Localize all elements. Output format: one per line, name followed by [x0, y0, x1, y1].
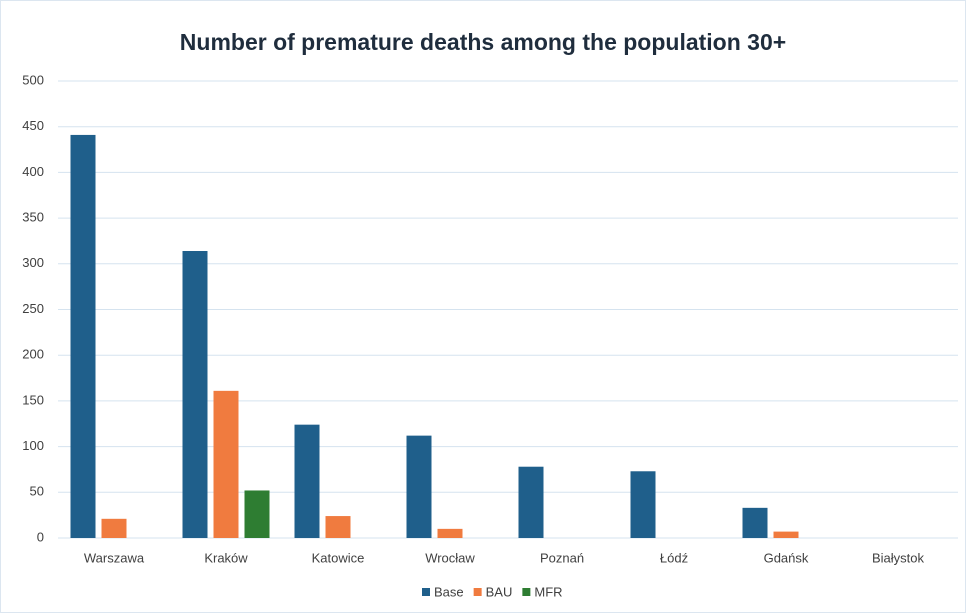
bar — [773, 531, 799, 538]
bar — [70, 134, 96, 538]
y-tick-label: 200 — [22, 347, 44, 362]
bar — [630, 471, 656, 538]
y-tick-label: 350 — [22, 210, 44, 225]
legend-label: Base — [434, 584, 464, 599]
bar — [213, 390, 239, 538]
x-tick-label: Wrocław — [425, 550, 475, 565]
bar — [437, 528, 463, 538]
y-tick-label: 450 — [22, 118, 44, 133]
bar — [101, 518, 127, 538]
x-tick-label: Kraków — [204, 550, 248, 565]
x-tick-label: Katowice — [312, 550, 365, 565]
legend-swatch — [422, 588, 430, 596]
x-tick-label: Białystok — [872, 550, 925, 565]
y-tick-label: 0 — [37, 529, 44, 544]
bar — [244, 490, 270, 538]
y-tick-label: 100 — [22, 438, 44, 453]
y-tick-label: 400 — [22, 164, 44, 179]
legend-label: MFR — [534, 584, 562, 599]
legend-swatch — [473, 588, 482, 596]
x-tick-label: Gdańsk — [764, 550, 809, 565]
bar — [518, 466, 544, 538]
chart-title: Number of premature deaths among the pop… — [180, 29, 786, 55]
x-tick-label: Łódź — [660, 550, 688, 565]
x-tick-label: Poznań — [540, 550, 584, 565]
y-tick-label: 500 — [22, 72, 44, 87]
bar — [294, 424, 320, 538]
legend-swatch — [522, 588, 531, 596]
bar — [325, 516, 351, 538]
bar — [742, 507, 768, 538]
bar — [406, 435, 432, 538]
y-tick-label: 250 — [22, 301, 44, 316]
bar — [182, 251, 208, 538]
y-tick-label: 50 — [30, 484, 44, 499]
legend-label: BAU — [486, 584, 513, 599]
y-tick-label: 150 — [22, 392, 44, 407]
y-tick-label: 300 — [22, 255, 44, 270]
x-tick-label: Warszawa — [84, 550, 145, 565]
